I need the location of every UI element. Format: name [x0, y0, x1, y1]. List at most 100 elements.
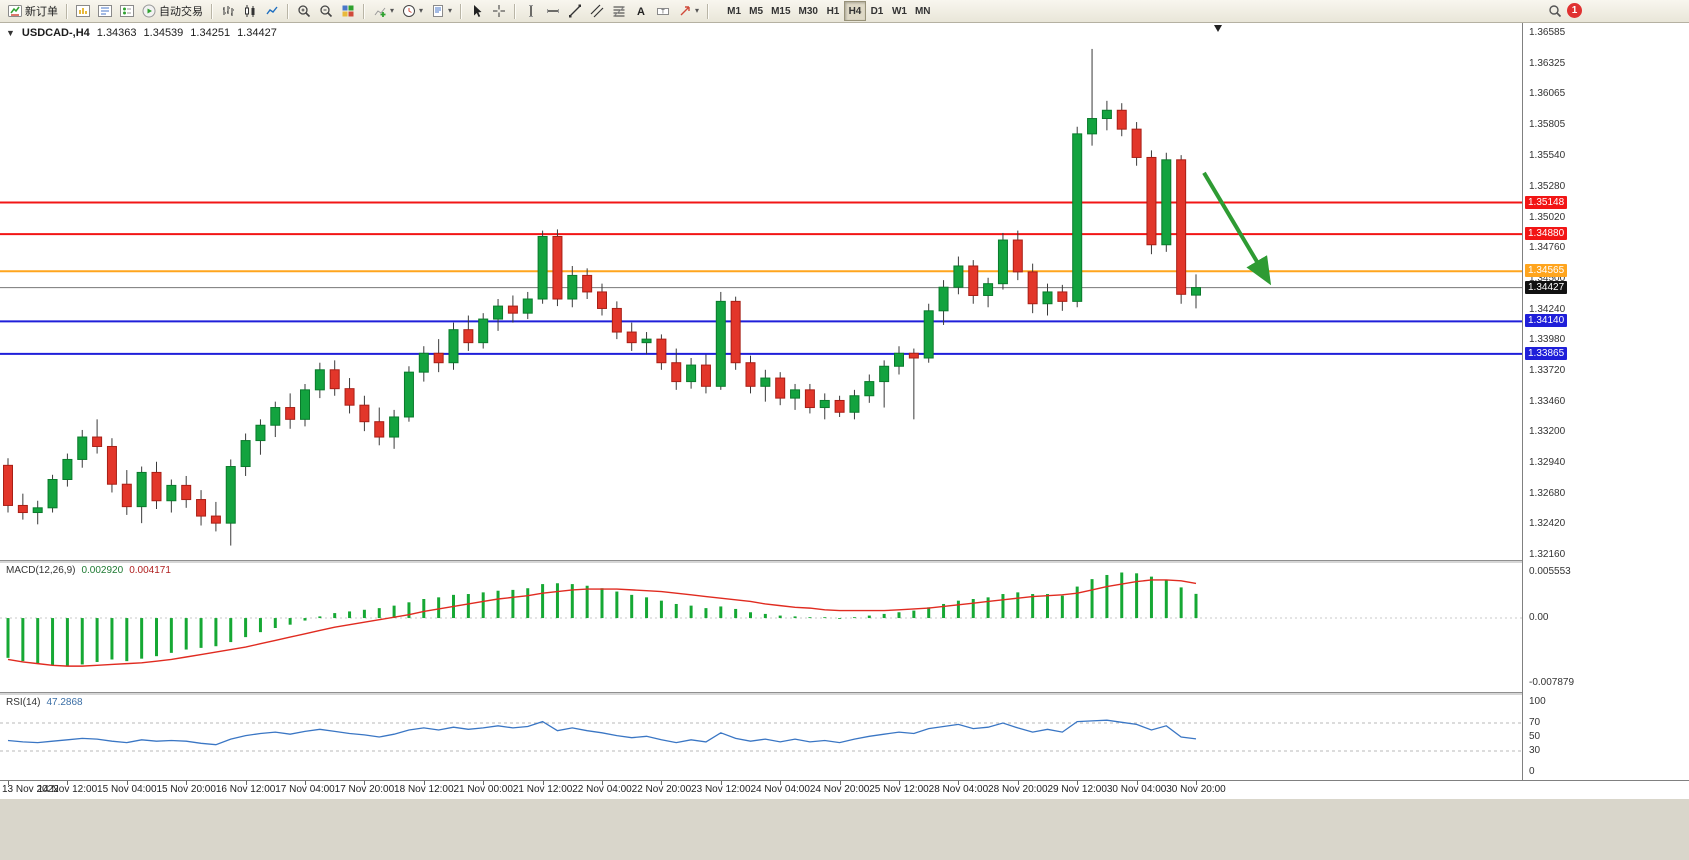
candle-body	[17, 504, 28, 514]
autotrading-button[interactable]: 自动交易	[138, 1, 207, 21]
candle-body	[1057, 291, 1068, 302]
scroll-anchor-marker-icon[interactable]	[1214, 25, 1222, 32]
candle-body	[968, 265, 979, 296]
tile-windows-button[interactable]	[337, 1, 359, 21]
trend-arrow-annotation[interactable]	[1202, 171, 1272, 286]
periods-button[interactable]: ▾	[398, 1, 427, 21]
candle-body	[77, 436, 88, 460]
candle-body	[1072, 133, 1083, 302]
candle-body	[983, 283, 994, 296]
horizontal-line-tool-button[interactable]	[542, 1, 564, 21]
timeframe-m5-button[interactable]: M5	[745, 1, 767, 21]
candle-body	[938, 286, 949, 312]
symbol-period-label: USDCAD-,H4	[21, 27, 90, 39]
rsi-panel[interactable]	[0, 694, 1522, 780]
time-axis-label: 29 Nov 12:00	[1047, 784, 1107, 795]
timeframe-m30-button[interactable]: M30	[795, 1, 822, 21]
timeframe-w1-button[interactable]: W1	[888, 1, 911, 21]
time-axis-label: 15 Nov 20:00	[156, 784, 216, 795]
price-axis[interactable]: 1.36585 1.36325 1.36065 1.35805 1.35540 1.352…	[1522, 23, 1689, 780]
candle-body	[136, 471, 147, 508]
candle-body	[3, 464, 13, 506]
price-tick-label: 1.33200	[1529, 426, 1566, 438]
main-price-chart[interactable]	[0, 23, 1522, 560]
navigator-button[interactable]	[116, 1, 138, 21]
time-axis[interactable]: 13 Nov 2022 14 Nov 12:00 15 Nov 04:00 15 No…	[0, 780, 1689, 799]
zoom-out-button[interactable]	[315, 1, 337, 21]
timeframe-m1-button[interactable]: M1	[723, 1, 745, 21]
time-axis-label: 17 Nov 04:00	[275, 784, 335, 795]
chart-window-button[interactable]	[72, 1, 94, 21]
cursor-tool-button[interactable]	[466, 1, 488, 21]
ohlc-close-value: 1.34427	[237, 27, 277, 39]
timeframe-m15-button[interactable]: M15	[767, 1, 794, 21]
time-tick	[839, 781, 841, 785]
arrows-tool-button[interactable]: ▾	[674, 1, 703, 21]
candle-body	[285, 407, 296, 420]
candle-body	[700, 364, 711, 387]
symbol-dropdown-icon[interactable]: ▼	[6, 28, 15, 38]
candle-body	[879, 365, 890, 383]
candlestick-mode-button[interactable]	[239, 1, 261, 21]
time-tick	[67, 781, 69, 785]
rsi-panel-divider[interactable]	[0, 692, 1689, 695]
crosshair-tool-button[interactable]	[488, 1, 510, 21]
chevron-down-icon: ▾	[419, 6, 424, 15]
timeframe-h1-button[interactable]: H1	[822, 1, 844, 21]
ohlc-bars-icon	[223, 6, 234, 16]
search-button[interactable]	[1544, 1, 1566, 21]
templates-button[interactable]: ▾	[427, 1, 456, 21]
vertical-line-tool-button[interactable]	[520, 1, 542, 21]
bid-price-label: 1.34427	[1525, 280, 1568, 294]
bar-chart-mode-button[interactable]	[217, 1, 239, 21]
time-tick	[899, 781, 900, 785]
timeframe-mn-button[interactable]: MN	[911, 1, 935, 21]
candle-body	[181, 484, 192, 501]
candle-body	[641, 338, 652, 344]
timeframe-h4-button[interactable]: H4	[843, 1, 866, 22]
candle-body	[151, 471, 162, 502]
chevron-down-icon: ▾	[695, 6, 700, 15]
time-tick	[1017, 781, 1019, 785]
macd-panel[interactable]	[0, 562, 1522, 692]
market-watch-button[interactable]	[94, 1, 116, 21]
svg-text:T: T	[661, 10, 665, 16]
channel-tool-button[interactable]	[586, 1, 608, 21]
rsi-axis-label: 70	[1529, 717, 1541, 728]
macd-indicator-label: MACD(12,26,9)	[6, 565, 76, 576]
trendline-tool-button[interactable]	[564, 1, 586, 21]
new-order-label: 新订单	[25, 6, 58, 18]
candle-body	[745, 362, 756, 387]
toolbar-separator	[460, 3, 463, 19]
indicators-button[interactable]: ▾	[369, 1, 398, 21]
price-tick-label: 1.36585	[1529, 27, 1566, 38]
timeframe-d1-button[interactable]: D1	[866, 1, 888, 21]
zoom-in-button[interactable]	[293, 1, 315, 21]
candle-body	[210, 515, 221, 524]
macd-panel-divider[interactable]	[0, 560, 1689, 563]
candle-body	[1027, 271, 1038, 305]
time-tick	[1196, 781, 1197, 785]
macd-label-overlay: MACD(12,26,9) 0.002920 0.004171	[6, 565, 171, 576]
notification-badge[interactable]: 1	[1567, 3, 1582, 18]
clock-icon	[403, 5, 416, 17]
time-tick	[780, 781, 782, 785]
candle-body	[344, 388, 355, 406]
ohlc-low-value: 1.34251	[190, 27, 231, 39]
candle-body	[1191, 287, 1201, 296]
text-label-tool-button[interactable]: T	[652, 1, 674, 21]
text-tool-button[interactable]: A	[630, 1, 652, 21]
macd-axis-label: -0.007879	[1529, 677, 1575, 689]
indicators-icon	[374, 7, 386, 17]
candle-body	[463, 329, 474, 344]
toolbar-separator	[211, 3, 213, 19]
time-tick	[542, 781, 544, 785]
level-price-label: 1.34565	[1525, 264, 1568, 278]
fibonacci-tool-button[interactable]	[608, 1, 630, 21]
line-chart-icon	[266, 6, 278, 15]
candle-body	[908, 352, 919, 359]
time-axis-label: 13 Nov 2022	[2, 784, 59, 795]
line-chart-mode-button[interactable]	[261, 1, 283, 21]
macd-main-value: 0.002920	[81, 565, 124, 576]
new-order-button[interactable]: 新订单	[4, 1, 62, 21]
